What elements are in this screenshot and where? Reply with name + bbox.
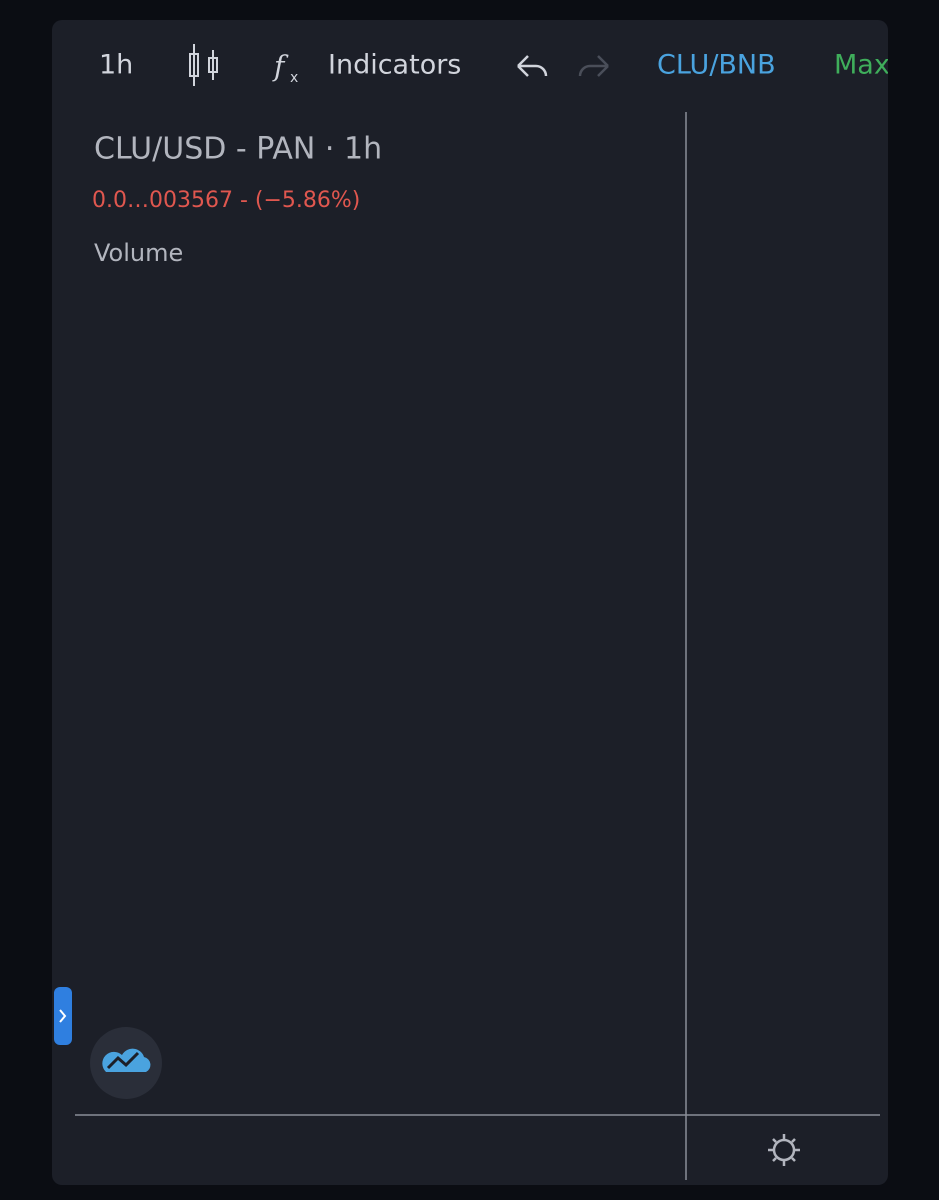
side-toggle[interactable]	[54, 987, 72, 1045]
logo-line	[106, 1051, 140, 1070]
undo-button[interactable]	[517, 55, 548, 77]
price-change: 0.0…003567 - (−5.86%)	[92, 188, 360, 213]
settings-button[interactable]	[772, 1138, 796, 1162]
chart-type-icon[interactable]	[189, 44, 218, 86]
panel-bg	[52, 20, 888, 1185]
indicators-icon-x: x	[290, 70, 298, 86]
range-button[interactable]: Max	[834, 50, 890, 81]
compare-symbol[interactable]: CLU/BNB	[657, 50, 776, 81]
chart-panel: 1h f x Indicators CLU/BNB Max CLU/USD - …	[52, 20, 890, 1185]
side-toggle-icon	[59, 1009, 67, 1023]
volume-label: Volume	[94, 239, 183, 267]
chart-title: CLU/USD - PAN · 1h	[94, 132, 382, 167]
redo-button[interactable]	[578, 55, 609, 77]
settings-icon	[768, 1134, 800, 1166]
interval-button[interactable]: 1h	[99, 50, 133, 81]
indicators-button[interactable]: Indicators	[328, 50, 461, 81]
